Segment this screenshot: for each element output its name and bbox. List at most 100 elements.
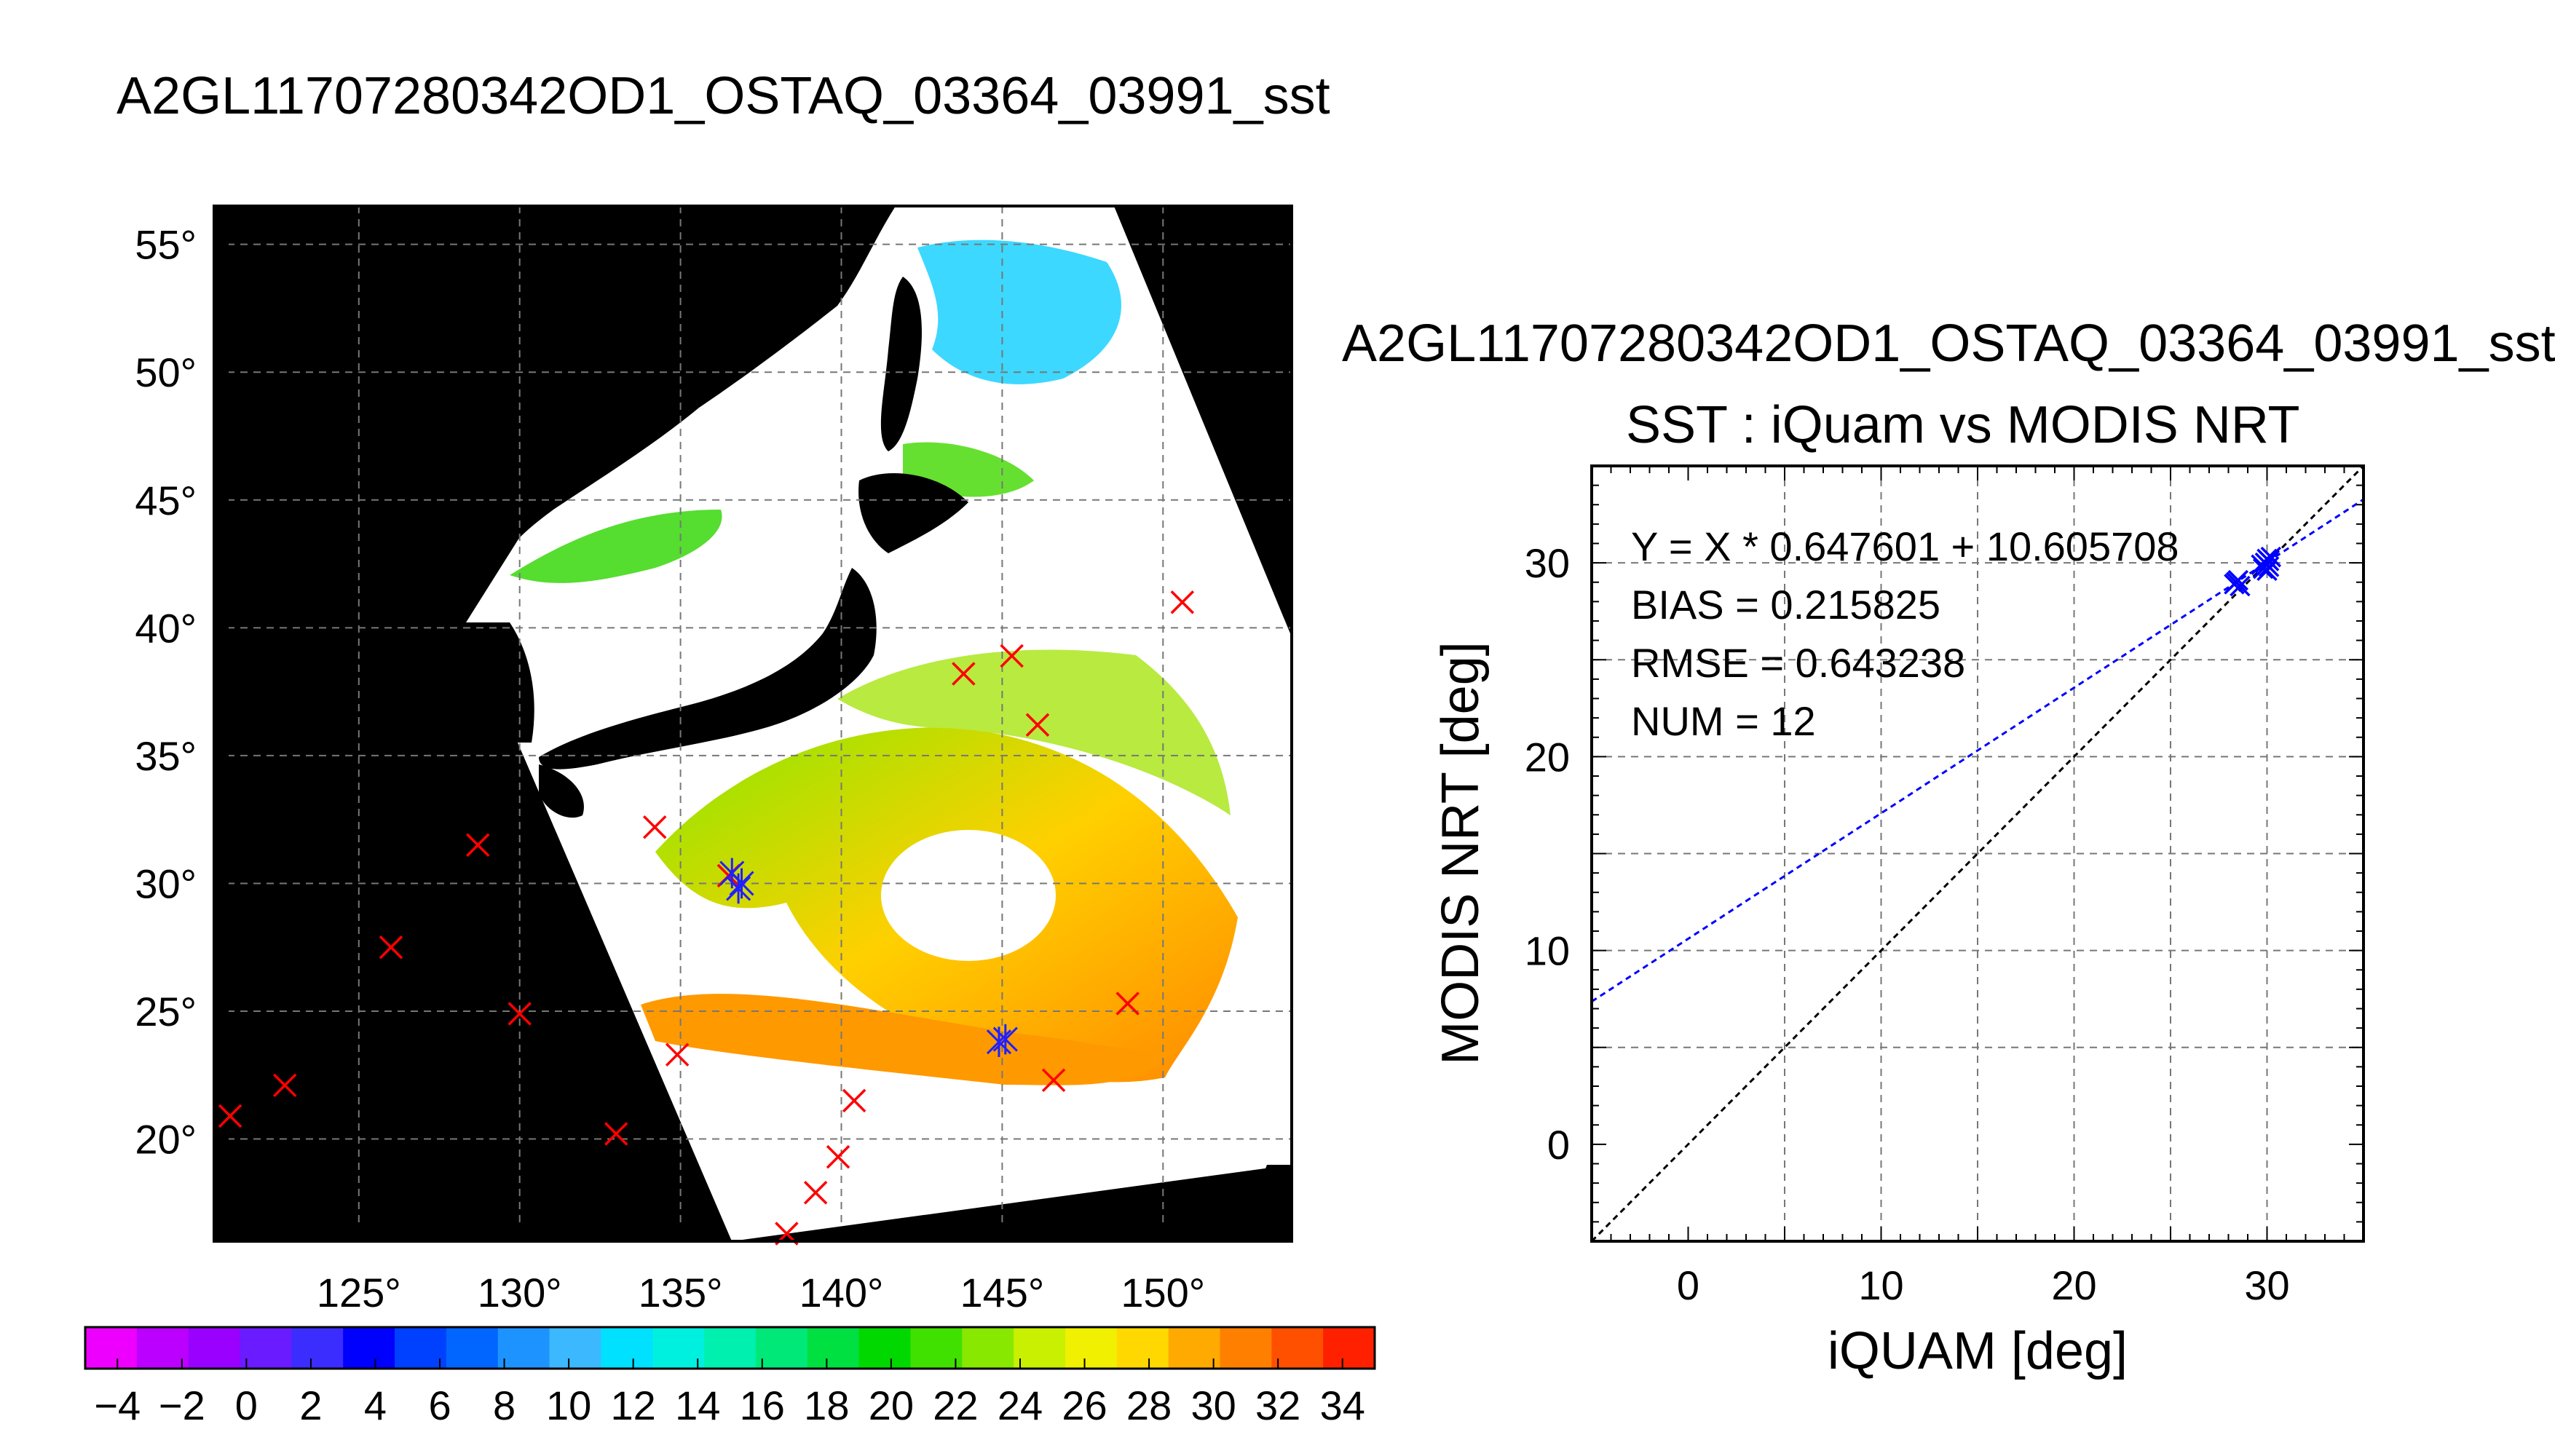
colorbar-segment: [1116, 1327, 1169, 1369]
red-x-marker-stroke-b: [665, 1042, 690, 1067]
scatter-tick-label-x: 0: [1677, 1262, 1699, 1308]
outside-swath-se: [1238, 1165, 1292, 1241]
colorbar-segment: [807, 1327, 860, 1369]
colorbar-segment: [188, 1327, 241, 1369]
colorbar-segment: [85, 1327, 138, 1369]
map-tick-label-lat: 35°: [135, 733, 197, 779]
colorbar-segment: [136, 1327, 189, 1369]
colorbar-tick-label: −4: [94, 1382, 141, 1428]
outside-swath-east: [1114, 206, 1292, 637]
map-tick-label-lat: 25°: [135, 989, 197, 1034]
map-tick-label-lat: 55°: [135, 222, 197, 268]
colorbar-segment: [1220, 1327, 1272, 1369]
typhoon-eye-cloud: [881, 830, 1056, 961]
colorbar-tick-label: 12: [611, 1382, 656, 1428]
scatter-tick-label-y: 0: [1547, 1122, 1570, 1168]
identity-line: [1592, 466, 2364, 1241]
scatter-title: SST : iQuam vs MODIS NRT: [1626, 396, 2300, 454]
map-tick-label-lon: 125°: [317, 1270, 401, 1315]
red-x-marker: [1170, 590, 1195, 614]
scatter-point-stroke-b: [2260, 546, 2282, 568]
colorbar-segment: [755, 1327, 808, 1369]
red-x-marker: [379, 935, 403, 960]
colorbar-segment: [291, 1327, 344, 1369]
red-x-marker-stroke-b: [842, 1088, 866, 1113]
scatter-panel-title: A2GL11707280342OD1_OSTAQ_03364_03991_sst: [1342, 314, 2555, 373]
stats-rmse: RMSE = 0.643238: [1631, 640, 1965, 686]
red-x-marker: [466, 833, 490, 858]
colorbar-tick-label: 4: [364, 1382, 387, 1428]
map-tick-label-lat: 50°: [135, 349, 197, 395]
colorbar-tick-label: 24: [998, 1382, 1043, 1428]
colorbar-segment: [1168, 1327, 1220, 1369]
red-x-marker: [1025, 713, 1050, 737]
colorbar-segment: [240, 1327, 292, 1369]
land-honshu: [539, 568, 877, 769]
colorbar-tick-label: 6: [428, 1382, 451, 1428]
map-axis-ticks: 125° 130° 135° 140° 145° 150° 55° 50° 45° 40° 35° 3…: [135, 222, 1205, 1315]
sst-map: 125° 130° 135° 140° 145° 150° 55° 50° 45° 40° 35° 3…: [84, 205, 1376, 1428]
sst-field-north: [837, 649, 1231, 815]
land-hokkaido: [858, 473, 968, 553]
land-asia: [214, 206, 896, 622]
map-tick-label-lon: 150°: [1121, 1270, 1205, 1315]
scatter-tick-label-x: 20: [2051, 1262, 2096, 1308]
sst-field-band: [641, 994, 1180, 1085]
colorbar-segment: [601, 1327, 653, 1369]
map-tick-label-lon: 140°: [799, 1270, 884, 1315]
red-x-marker: [842, 1088, 866, 1113]
map-tick-label-lon: 135°: [639, 1270, 723, 1315]
red-x-marker-stroke-b: [826, 1144, 850, 1169]
red-x-marker-stroke-b: [466, 833, 490, 858]
red-x-marker-stroke-b: [643, 815, 667, 839]
colorbar-tick-label: 10: [546, 1382, 591, 1428]
colorbar-segment: [343, 1327, 395, 1369]
red-x-marker-stroke-b: [952, 662, 976, 686]
red-x-marker-stroke-b: [1000, 644, 1024, 668]
colorbar-segment: [652, 1327, 705, 1369]
scatter-grid: [1592, 466, 2364, 1241]
colorbar-segment: [1271, 1327, 1324, 1369]
red-x-marker-stroke-b: [218, 1104, 242, 1128]
scatter-tick-label-y: 30: [1525, 540, 1570, 586]
colorbar-tick-label: 16: [740, 1382, 785, 1428]
red-x-marker: [218, 1104, 242, 1128]
colorbar-segment: [858, 1327, 911, 1369]
colorbar-tick-label: 28: [1126, 1382, 1172, 1428]
colorbar-tick-label: 20: [869, 1382, 914, 1428]
scatter-points: [2224, 546, 2282, 597]
red-x-marker-stroke-b: [508, 1002, 532, 1026]
scatter-tick-label-x: 10: [1858, 1262, 1903, 1308]
scatter-point: [2258, 550, 2280, 571]
red-x-marker: [952, 662, 976, 686]
stats-fit: Y = X * 0.647601 + 10.605708: [1631, 523, 2179, 569]
map-tick-label-lat: 20°: [135, 1117, 197, 1163]
scatter-point: [2260, 546, 2282, 568]
colorbar-segment: [549, 1327, 601, 1369]
main-title: A2GL11707280342OD1_OSTAQ_03364_03991_sst: [117, 67, 1330, 125]
map-frame: [213, 205, 1293, 1243]
colorbar-tick-label: 8: [493, 1382, 516, 1428]
stats-bias: BIAS = 0.215825: [1631, 582, 1940, 628]
scatter-tick-label-x: 30: [2244, 1262, 2289, 1308]
colorbar-tick-label: 22: [933, 1382, 978, 1428]
map-tick-label-lat: 45°: [135, 478, 197, 523]
red-x-marker: [604, 1122, 628, 1146]
red-x-marker: [508, 1002, 532, 1026]
red-x-marker-stroke-b: [1025, 713, 1050, 737]
scatter-tick-label-y: 10: [1525, 928, 1570, 974]
red-x-marker: [1041, 1068, 1066, 1093]
outside-swath-west: [214, 622, 732, 1241]
colorbar-tick-label: 26: [1062, 1382, 1107, 1428]
colorbar-segment: [497, 1327, 550, 1369]
scatter-axis-ticks: 0 10 20 30 0 10 20 30: [1525, 466, 2364, 1308]
scatter-tick-label-y: 20: [1525, 734, 1570, 780]
red-x-marker: [272, 1073, 297, 1098]
red-x-marker-stroke-b: [604, 1122, 628, 1146]
colorbar-segment: [962, 1327, 1014, 1369]
colorbar-tick-label: 18: [804, 1382, 849, 1428]
red-x-marker: [1115, 992, 1140, 1016]
colorbar-tick-label: 30: [1190, 1382, 1236, 1428]
map-tick-label-lat: 30°: [135, 860, 197, 906]
map-markers: [218, 590, 1195, 1246]
